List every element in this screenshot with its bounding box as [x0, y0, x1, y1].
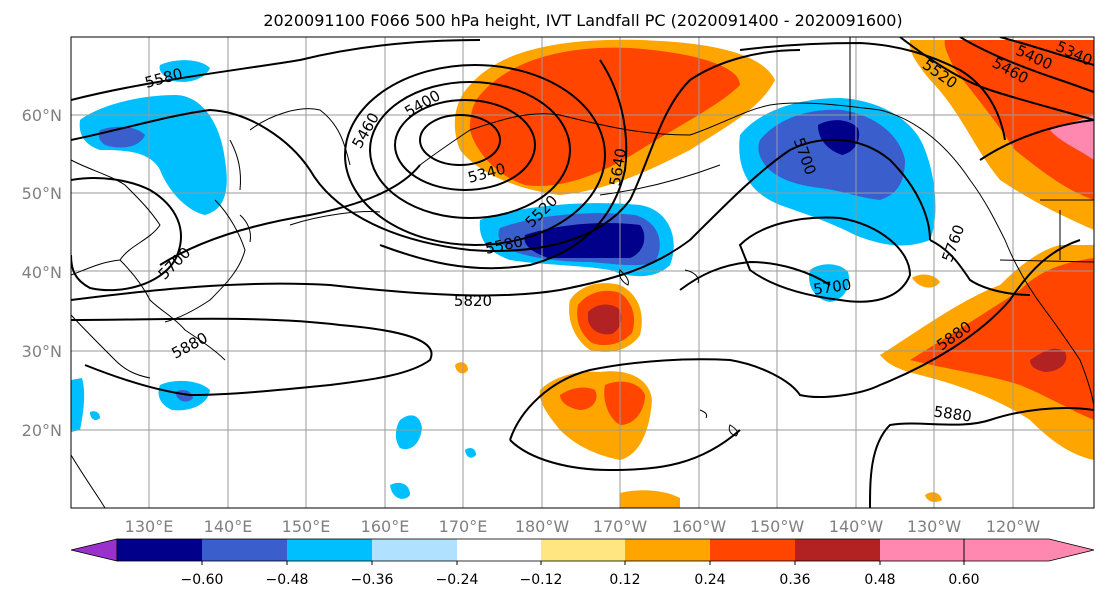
lon-label: 140°W: [829, 517, 884, 536]
colorbar-tick-label: 0.24: [694, 572, 725, 588]
colorbar-tick-label: 0.36: [779, 572, 810, 588]
lon-label: 140°E: [204, 517, 253, 536]
colorbar-segment: [541, 539, 625, 561]
lon-label: 170°W: [593, 517, 648, 536]
colorbar-tick-label: −0.24: [436, 572, 479, 588]
longitude-labels: 130°E 140°E 150°E 160°E 170°E 180°W 170°…: [125, 517, 1041, 536]
lon-label: 160°E: [361, 517, 410, 536]
colorbar-tick-label: −0.48: [266, 572, 309, 588]
lat-label: 50°N: [22, 184, 62, 203]
colorbar-segment: [457, 539, 541, 561]
colorbar-segment: [287, 539, 372, 561]
colorbar-tick-label: 0.60: [948, 572, 979, 588]
lat-label: 30°N: [22, 342, 62, 361]
contour-label: 5880: [933, 402, 973, 425]
contour-label: 5820: [454, 292, 492, 310]
graticule: [71, 37, 1094, 508]
height-contours: [71, 37, 1094, 508]
colorbar-tick-label: 0.12: [609, 572, 640, 588]
lon-label: 170°E: [439, 517, 488, 536]
latitude-labels: 60°N 50°N 40°N 30°N 20°N: [22, 106, 62, 440]
ivt-positive-shading: [454, 39, 1094, 508]
colorbar-segment: [372, 539, 457, 561]
lon-label: 130°E: [125, 517, 174, 536]
ivt-negative-shading: [71, 60, 936, 499]
colorbar: −0.60 −0.48 −0.36 −0.24 −0.12 0.12 0.24 …: [70, 538, 1095, 588]
colorbar-segment: [880, 539, 964, 561]
coastlines: [71, 37, 1094, 508]
map-frame: [70, 36, 1095, 509]
colorbar-segment: [795, 539, 880, 561]
colorbar-tick-label: 0.48: [864, 572, 895, 588]
colorbar-extend-right: [963, 538, 1095, 562]
lon-label: 120°W: [986, 517, 1041, 536]
colorbar-tick-label: −0.60: [181, 572, 224, 588]
colorbar-ticks: [201, 561, 965, 565]
colorbar-extend-left: [70, 538, 118, 562]
colorbar-segment: [117, 539, 202, 561]
lon-label: 180°W: [515, 517, 570, 536]
lat-label: 40°N: [22, 263, 62, 282]
map-panel: 5580 5400 5460 5340 5640 5520 5580 5700 …: [71, 37, 1094, 508]
lon-label: 150°E: [282, 517, 331, 536]
colorbar-segment: [710, 539, 795, 561]
colorbar-tick-label: −0.36: [351, 572, 394, 588]
lon-label: 150°W: [750, 517, 805, 536]
lat-label: 20°N: [22, 421, 62, 440]
contour-label: 5700: [812, 275, 852, 298]
colorbar-tick-label: −0.12: [520, 572, 563, 588]
colorbar-segment: [625, 539, 710, 561]
lon-label: 160°W: [672, 517, 727, 536]
lon-label: 130°W: [907, 517, 962, 536]
figure-title: 2020091100 F066 500 hPa height, IVT Land…: [263, 11, 902, 30]
colorbar-segment: [202, 539, 287, 561]
lat-label: 60°N: [22, 106, 62, 125]
